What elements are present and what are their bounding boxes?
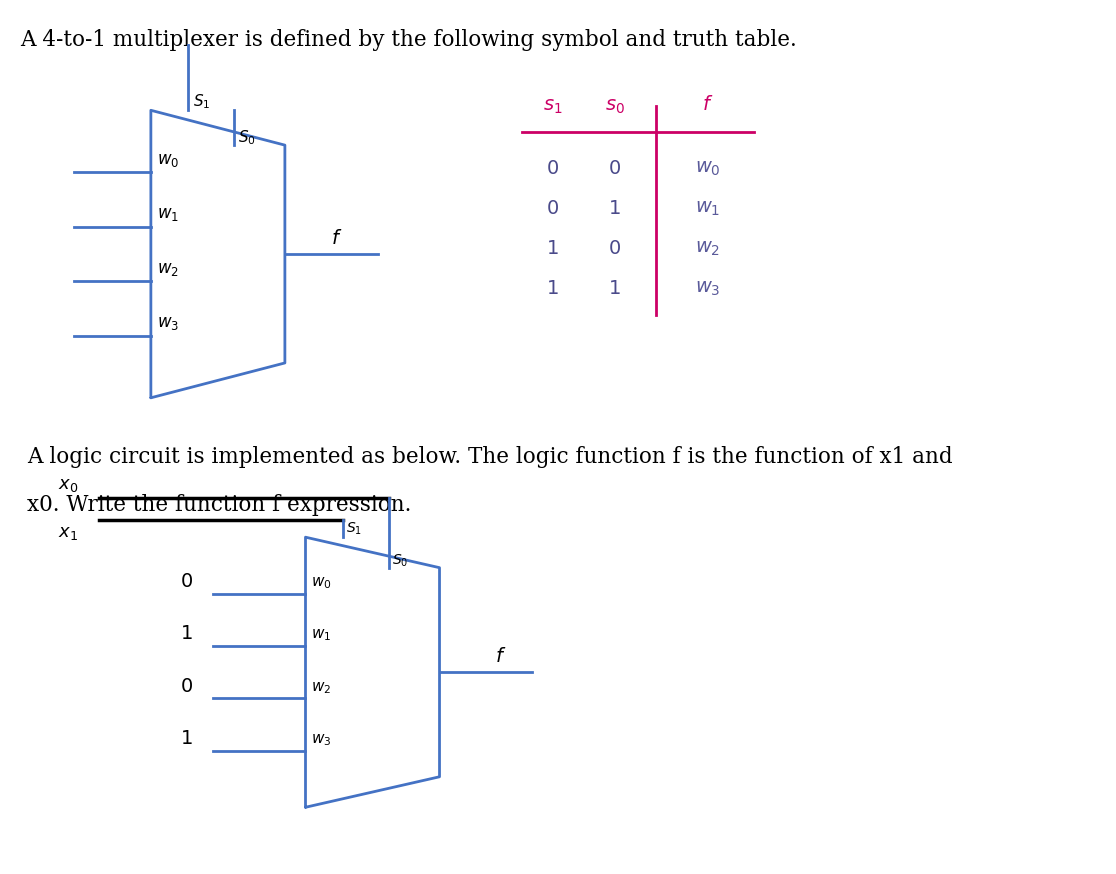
Text: f: f: [496, 647, 502, 666]
Text: $w_3$: $w_3$: [695, 280, 720, 298]
Text: $w_3$: $w_3$: [157, 315, 180, 332]
Text: 1: 1: [181, 625, 193, 643]
Text: 1: 1: [608, 280, 620, 298]
Text: $w_3$: $w_3$: [310, 732, 331, 748]
Text: $w_0$: $w_0$: [694, 159, 721, 178]
Text: 0: 0: [608, 159, 620, 178]
Text: $s_0$: $s_0$: [605, 97, 625, 115]
Text: $w_1$: $w_1$: [695, 199, 720, 218]
Text: $w_1$: $w_1$: [310, 628, 330, 643]
Text: $w_0$: $w_0$: [157, 151, 180, 169]
Text: $s_1$: $s_1$: [543, 97, 562, 115]
Text: 0: 0: [547, 159, 559, 178]
Text: $S_0$: $S_0$: [238, 128, 256, 147]
Text: A 4-to-1 multiplexer is defined by the following symbol and truth table.: A 4-to-1 multiplexer is defined by the f…: [20, 29, 797, 52]
Text: $w_2$: $w_2$: [310, 680, 330, 696]
Text: 0: 0: [181, 572, 193, 591]
Text: $w_2$: $w_2$: [157, 260, 179, 278]
Text: $f$: $f$: [702, 95, 713, 114]
Text: 0: 0: [547, 199, 559, 218]
Text: $S_0$: $S_0$: [392, 553, 408, 570]
Text: x0. Write the function f expression.: x0. Write the function f expression.: [27, 494, 412, 516]
Text: 0: 0: [181, 676, 193, 696]
Text: f: f: [331, 229, 338, 247]
Text: $S_1$: $S_1$: [346, 521, 363, 538]
Text: 1: 1: [608, 199, 620, 218]
Text: $w_2$: $w_2$: [695, 239, 720, 259]
Text: $S_1$: $S_1$: [193, 92, 210, 111]
Text: 1: 1: [547, 280, 559, 298]
Text: 1: 1: [181, 729, 193, 748]
Text: A logic circuit is implemented as below. The logic function f is the function of: A logic circuit is implemented as below.…: [27, 446, 953, 468]
Text: $w_0$: $w_0$: [310, 575, 331, 591]
Text: $x_1$: $x_1$: [58, 524, 78, 542]
Text: 0: 0: [608, 239, 620, 259]
Text: 1: 1: [547, 239, 559, 259]
Text: $x_0$: $x_0$: [58, 475, 78, 494]
Text: $w_1$: $w_1$: [157, 205, 179, 224]
